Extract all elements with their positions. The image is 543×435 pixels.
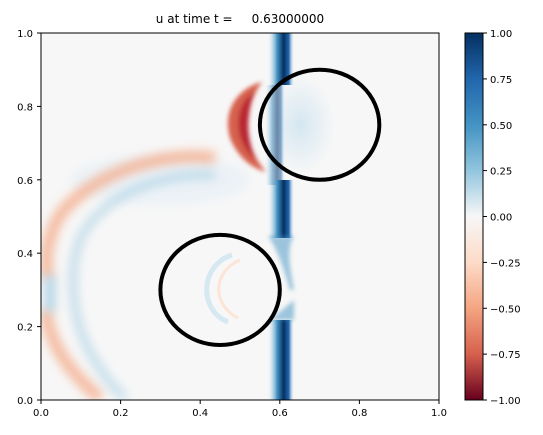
heatmap-background [41,33,439,400]
obstacle-circle-2 [158,232,282,347]
y-tick-label: 0.6 [17,176,33,187]
positive-inner-arc [45,170,216,400]
obstacle-circle-1 [257,67,382,182]
inner-ring-negative [217,258,241,320]
inner-ring [204,252,233,325]
x-tick-label: 0.0 [33,408,49,419]
y-tick-label: 0.2 [17,323,33,334]
obstacle-circles [158,67,382,347]
x-tick-label: 0.8 [351,408,367,419]
colorbar-tick-label: −0.25 [490,258,521,269]
colorbar-tick-label: 0.25 [490,167,512,178]
x-tick-label: 1.0 [431,408,447,419]
y-tick-label: 0.4 [17,249,33,260]
colorbar-tick-label: −0.75 [490,350,521,361]
x-axis: 0.0 0.2 0.4 0.6 0.8 1.0 [33,400,447,419]
x-tick-label: 0.4 [192,408,208,419]
y-axis: 0.0 0.2 0.4 0.6 0.8 1.0 [17,29,41,407]
colorbar-tick-label: 0.00 [490,213,512,224]
positive-front [265,33,294,400]
y-tick-label: 1.0 [17,29,33,40]
chart-title: u at time t = 0.63000000 [156,12,324,26]
colorbar-tick-label: 0.50 [490,121,512,132]
colorbar: 1.00 0.75 0.50 0.25 0.00 −0.25 −0.50 −0.… [464,29,521,407]
heatmap-field [41,33,439,400]
colorbar-tick-label: −1.00 [490,396,521,407]
y-tick-label: 0.0 [17,396,33,407]
plot-frame [40,32,440,401]
negative-crescent [227,82,266,172]
colorbar-tick-label: −0.50 [490,304,521,315]
x-tick-label: 0.2 [113,408,129,419]
x-tick-label: 0.6 [272,408,288,419]
y-tick-label: 0.8 [17,102,33,113]
negative-arc [41,150,216,400]
colorbar-gradient [464,32,484,401]
colorbar-tick-label: 1.00 [490,29,512,40]
colorbar-tick-label: 0.75 [490,75,512,86]
